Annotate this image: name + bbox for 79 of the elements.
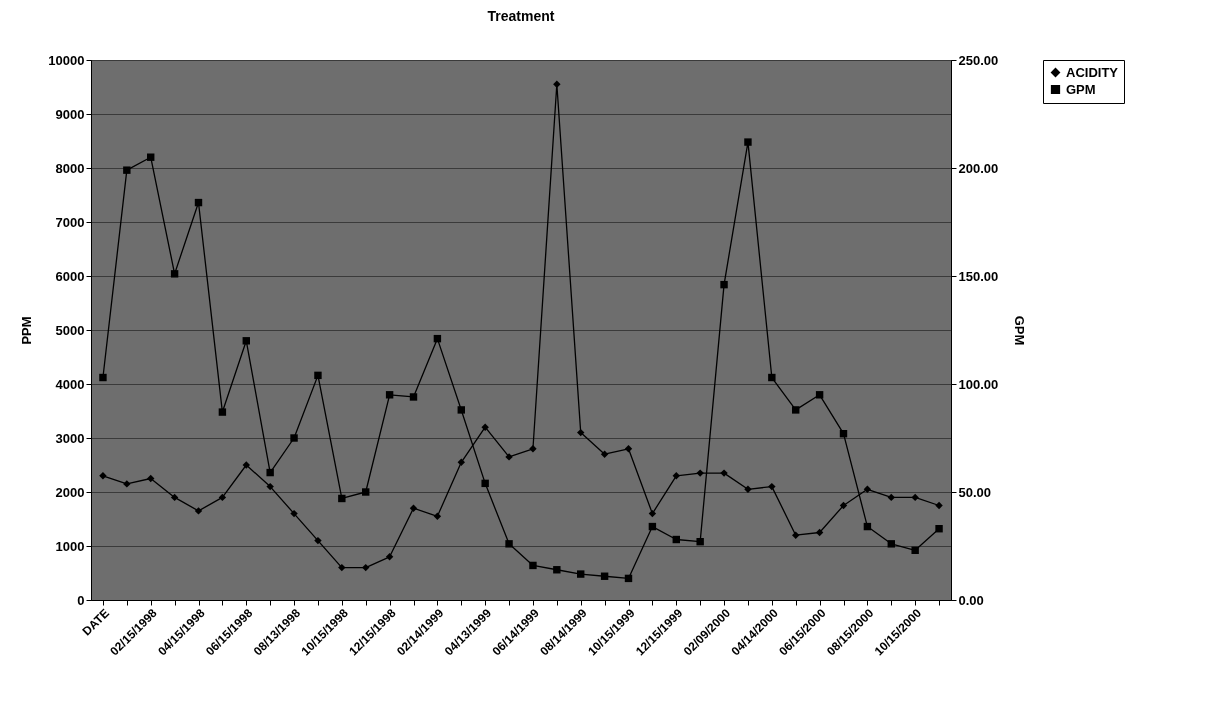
y-tick-label: 7000	[55, 214, 85, 230]
point	[696, 537, 704, 546]
point	[290, 434, 298, 442]
point	[839, 501, 848, 510]
y-tick-label: 9000	[55, 106, 85, 122]
point	[481, 423, 489, 431]
point	[266, 482, 274, 491]
point	[648, 509, 657, 518]
point	[577, 570, 585, 578]
point	[744, 138, 752, 146]
point	[338, 494, 346, 503]
y-tick-label: 5000	[55, 322, 85, 338]
chart-title: Treatment	[487, 8, 555, 24]
point	[266, 468, 274, 477]
point	[123, 166, 131, 174]
point	[314, 371, 322, 380]
y-tick-label: 0	[77, 592, 85, 608]
point	[600, 450, 609, 458]
point	[887, 493, 895, 502]
point	[433, 512, 442, 521]
point	[815, 528, 824, 537]
point	[409, 504, 418, 512]
point	[744, 485, 752, 494]
point	[338, 563, 346, 572]
point	[457, 406, 465, 414]
point	[768, 482, 776, 491]
point	[99, 373, 107, 382]
y-tick-label: 2000	[55, 484, 85, 500]
y2-axis-title: GPM	[1012, 315, 1028, 346]
point	[815, 391, 824, 399]
point	[768, 373, 776, 382]
y-axis-title: PPM	[19, 316, 35, 345]
point	[242, 337, 250, 345]
point	[911, 493, 919, 502]
point	[887, 540, 895, 548]
point	[481, 479, 489, 488]
point	[314, 536, 322, 545]
point	[218, 493, 227, 502]
point	[170, 270, 179, 278]
point	[385, 553, 394, 561]
point	[529, 561, 537, 570]
point	[935, 525, 943, 533]
point	[792, 406, 800, 414]
y2-tick-label: 200.00	[958, 160, 999, 176]
y2-tick-label: 100.00	[958, 376, 999, 392]
point	[147, 474, 155, 483]
point	[792, 531, 800, 539]
legend-label: ACIDITY	[1066, 64, 1119, 80]
point	[553, 566, 561, 574]
y2-tick-label: 0.00	[958, 592, 984, 608]
y-tick-label: 1000	[55, 538, 85, 554]
point	[147, 153, 155, 161]
point	[911, 546, 919, 555]
y-tick-label: 8000	[55, 160, 85, 176]
point	[194, 507, 203, 515]
point	[505, 540, 513, 548]
point	[290, 509, 298, 518]
point	[218, 408, 227, 416]
point	[935, 501, 943, 510]
legend-label: GPM	[1066, 81, 1096, 97]
point	[553, 80, 561, 89]
point	[457, 458, 465, 467]
y-tick-label: 6000	[55, 268, 85, 284]
point	[863, 485, 872, 494]
y-tick-label: 4000	[55, 376, 85, 392]
point	[672, 472, 680, 480]
point	[624, 445, 633, 453]
y2-tick-label: 250.00	[958, 52, 999, 68]
point	[720, 280, 728, 289]
point	[362, 488, 370, 496]
point	[409, 393, 418, 401]
y-tick-label: 3000	[55, 430, 85, 446]
y-tick-label: 10000	[48, 52, 85, 68]
point	[577, 428, 585, 437]
point	[170, 493, 179, 502]
y2-tick-label: 150.00	[958, 268, 999, 284]
point	[362, 563, 370, 572]
y2-tick-label: 50.00	[958, 484, 992, 500]
point	[385, 391, 394, 399]
